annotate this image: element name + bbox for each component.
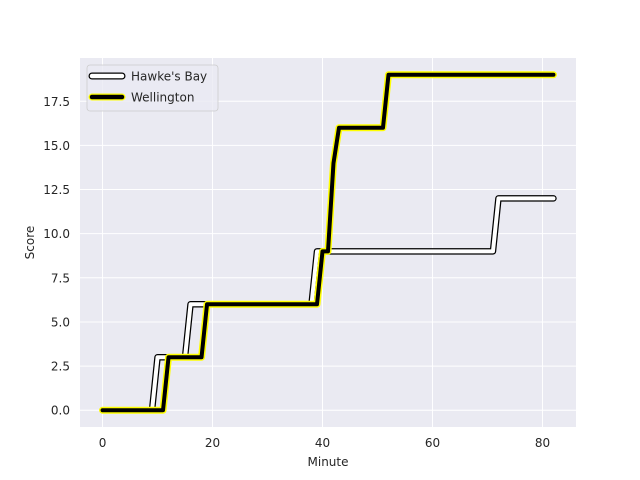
y-tick-label: 7.5 [51, 271, 70, 285]
x-tick-label: 40 [315, 436, 330, 450]
x-tick-label: 0 [99, 436, 107, 450]
y-tick-label: 10.0 [43, 227, 70, 241]
y-axis-ticks: 0.0 2.5 5.0 7.5 10.0 12.5 15.0 17.5 [43, 95, 70, 418]
y-tick-label: 12.5 [43, 183, 70, 197]
y-tick-label: 17.5 [43, 95, 70, 109]
legend-label-wellington: Wellington [131, 91, 194, 105]
y-tick-label: 0.0 [51, 404, 70, 418]
y-axis-label: Score [23, 226, 37, 260]
y-tick-label: 2.5 [51, 360, 70, 374]
x-axis-ticks: 0 20 40 60 80 [99, 436, 550, 450]
x-tick-label: 20 [205, 436, 220, 450]
x-tick-label: 80 [535, 436, 550, 450]
y-tick-label: 5.0 [51, 315, 70, 329]
legend-label-hawkes-bay: Hawke's Bay [131, 70, 207, 84]
x-tick-label: 60 [425, 436, 440, 450]
series-layer [99, 71, 557, 414]
series-wellington [99, 71, 557, 414]
legend: Hawke's Bay Wellington [86, 64, 219, 112]
series-line [100, 72, 556, 413]
y-tick-label: 15.0 [43, 139, 70, 153]
x-axis-label: Minute [308, 455, 349, 469]
